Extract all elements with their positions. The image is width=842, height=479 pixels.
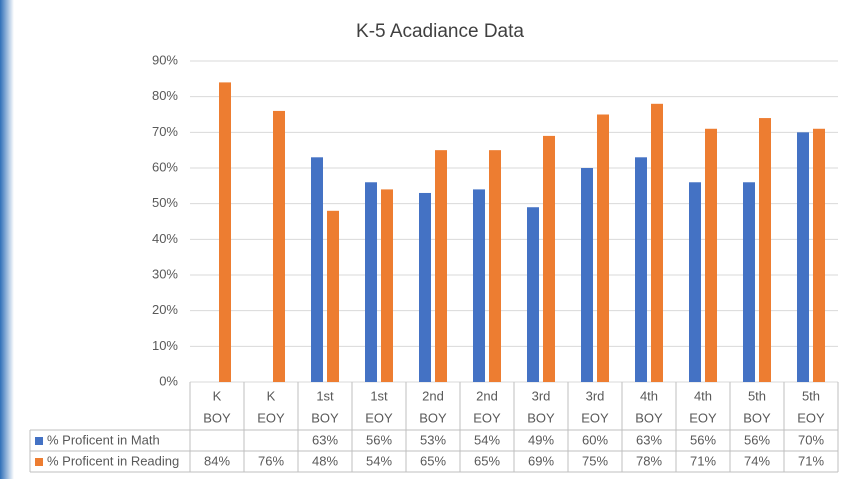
table-value: 71% bbox=[798, 453, 824, 468]
table-value: 54% bbox=[366, 453, 392, 468]
x-tick-label: 5th bbox=[748, 388, 766, 403]
x-tick-label: BOY bbox=[527, 410, 555, 425]
x-tick-label: EOY bbox=[797, 410, 825, 425]
table-value: 78% bbox=[636, 453, 662, 468]
bar bbox=[381, 189, 393, 382]
x-tick-label: 4th bbox=[640, 388, 658, 403]
x-tick-label: 2nd bbox=[476, 388, 498, 403]
x-tick-label: 2nd bbox=[422, 388, 444, 403]
table-value: 74% bbox=[744, 453, 770, 468]
bar bbox=[327, 210, 339, 382]
x-tick-label: EOY bbox=[473, 410, 501, 425]
table-value: 65% bbox=[474, 453, 500, 468]
legend-label: % Proficent in Math bbox=[47, 432, 160, 447]
bar bbox=[797, 132, 809, 382]
bar bbox=[759, 118, 771, 383]
x-tick-label: EOY bbox=[689, 410, 717, 425]
bar bbox=[489, 150, 501, 382]
table-value: 48% bbox=[312, 453, 338, 468]
y-tick-label: 70% bbox=[152, 124, 178, 139]
table-value: 65% bbox=[420, 453, 446, 468]
bar bbox=[435, 150, 447, 382]
table-value: 56% bbox=[744, 432, 770, 447]
x-tick-label: EOY bbox=[581, 410, 609, 425]
bar bbox=[365, 182, 377, 382]
x-tick-label: 1st bbox=[370, 388, 388, 403]
table-value: 70% bbox=[798, 432, 824, 447]
y-tick-label: 40% bbox=[152, 231, 178, 246]
bar bbox=[651, 103, 663, 383]
x-tick-label: 4th bbox=[694, 388, 712, 403]
table-value: 75% bbox=[582, 453, 608, 468]
x-tick-label: 3rd bbox=[532, 388, 551, 403]
bar bbox=[635, 157, 647, 382]
x-tick-label: EOY bbox=[365, 410, 393, 425]
chart-title: K-5 Acadiance Data bbox=[356, 21, 524, 42]
x-tick-label: 3rd bbox=[586, 388, 605, 403]
bar bbox=[419, 192, 431, 382]
legend-swatch bbox=[35, 437, 43, 445]
table-value: 53% bbox=[420, 432, 446, 447]
x-tick-label: EOY bbox=[257, 410, 285, 425]
table-value: 54% bbox=[474, 432, 500, 447]
decor-strip bbox=[0, 0, 14, 479]
x-tick-label: BOY bbox=[311, 410, 339, 425]
y-tick-label: 90% bbox=[152, 52, 178, 67]
table-value: 63% bbox=[312, 432, 338, 447]
bar bbox=[219, 82, 231, 383]
y-tick-label: 50% bbox=[152, 195, 178, 210]
table-value: 63% bbox=[636, 432, 662, 447]
x-tick-label: BOY bbox=[743, 410, 771, 425]
bar bbox=[527, 207, 539, 382]
x-tick-label: BOY bbox=[419, 410, 447, 425]
table-value: 56% bbox=[690, 432, 716, 447]
x-tick-label: BOY bbox=[635, 410, 663, 425]
bar bbox=[311, 157, 323, 382]
y-tick-label: 80% bbox=[152, 88, 178, 103]
legend-swatch bbox=[35, 458, 43, 466]
x-tick-label: 5th bbox=[802, 388, 820, 403]
table-value: 71% bbox=[690, 453, 716, 468]
x-tick-label: K bbox=[267, 388, 276, 403]
x-tick-label: BOY bbox=[203, 410, 231, 425]
table-value: 84% bbox=[204, 453, 230, 468]
bar bbox=[813, 128, 825, 382]
legend-label: % Proficent in Reading bbox=[47, 453, 179, 468]
bar bbox=[273, 110, 285, 382]
bar bbox=[689, 182, 701, 382]
table-value: 76% bbox=[258, 453, 284, 468]
y-tick-label: 30% bbox=[152, 266, 178, 281]
bar bbox=[581, 168, 593, 382]
y-tick-label: 0% bbox=[159, 373, 178, 388]
x-tick-label: 1st bbox=[316, 388, 334, 403]
table-value: 49% bbox=[528, 432, 554, 447]
x-tick-label: K bbox=[213, 388, 222, 403]
bar bbox=[543, 135, 555, 382]
y-tick-label: 20% bbox=[152, 302, 178, 317]
bar bbox=[597, 114, 609, 382]
y-tick-label: 60% bbox=[152, 159, 178, 174]
table-value: 69% bbox=[528, 453, 554, 468]
bar bbox=[743, 182, 755, 382]
table-value: 56% bbox=[366, 432, 392, 447]
y-tick-label: 10% bbox=[152, 338, 178, 353]
table-value: 60% bbox=[582, 432, 608, 447]
bar bbox=[473, 189, 485, 382]
bar bbox=[705, 128, 717, 382]
